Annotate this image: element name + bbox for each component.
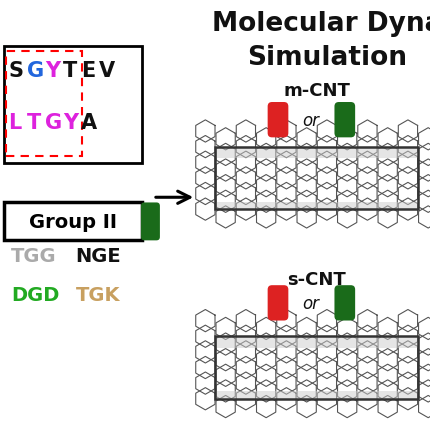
Text: or: or xyxy=(302,111,319,129)
Bar xyxy=(215,147,417,159)
FancyBboxPatch shape xyxy=(267,103,288,138)
Text: A: A xyxy=(81,113,97,132)
Text: TGG: TGG xyxy=(11,246,56,265)
Text: or: or xyxy=(302,294,319,312)
Text: NGE: NGE xyxy=(75,246,121,265)
Text: E: E xyxy=(81,61,95,81)
Bar xyxy=(215,337,417,348)
Text: Molecular Dyna: Molecular Dyna xyxy=(212,11,430,37)
Bar xyxy=(215,147,417,210)
FancyBboxPatch shape xyxy=(141,203,160,241)
Text: s-CNT: s-CNT xyxy=(287,270,345,289)
Bar xyxy=(215,202,417,210)
Bar xyxy=(4,203,142,241)
Text: Simulation: Simulation xyxy=(247,45,407,71)
FancyBboxPatch shape xyxy=(267,286,288,321)
Text: G: G xyxy=(45,113,62,132)
Bar xyxy=(215,336,417,399)
Text: S: S xyxy=(9,61,24,81)
Text: T: T xyxy=(27,113,41,132)
Text: TGK: TGK xyxy=(75,285,120,304)
Text: L: L xyxy=(9,113,22,132)
Bar xyxy=(215,147,417,210)
Text: V: V xyxy=(99,61,115,81)
Bar xyxy=(4,47,142,163)
Bar xyxy=(215,336,417,399)
Bar xyxy=(215,391,417,399)
FancyBboxPatch shape xyxy=(334,286,354,321)
Text: m-CNT: m-CNT xyxy=(283,81,350,99)
FancyBboxPatch shape xyxy=(334,103,354,138)
Text: T: T xyxy=(63,61,77,81)
Text: Y: Y xyxy=(63,113,78,132)
Bar xyxy=(6,52,82,157)
Text: Group II: Group II xyxy=(29,212,117,231)
Text: Y: Y xyxy=(45,61,60,81)
Text: DGD: DGD xyxy=(11,285,59,304)
Text: G: G xyxy=(27,61,44,81)
